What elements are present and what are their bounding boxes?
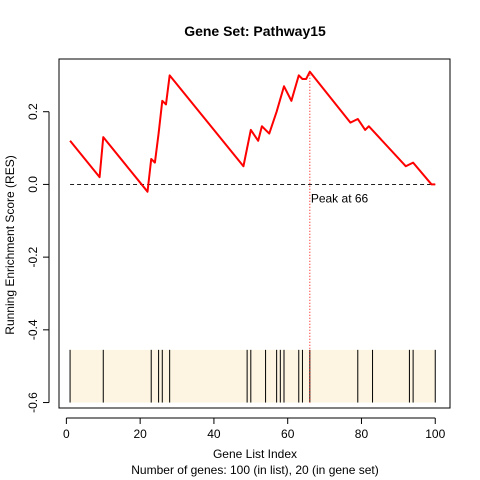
y-tick-label: 0.2 — [26, 103, 40, 120]
y-tick-label: -0.6 — [26, 392, 40, 413]
plot-area: Peak at 66 0 20 40 60 80 100 -0.6 -0.4 -0.2 0.0 0.2 — [26, 58, 451, 441]
x-tick-label: 40 — [207, 427, 221, 441]
x-tick-label: 80 — [355, 427, 369, 441]
x-tick-label: 0 — [63, 427, 70, 441]
peak-label: Peak at 66 — [311, 192, 369, 206]
x-axis-label: Gene List Index — [213, 447, 297, 461]
x-tick-label: 60 — [281, 427, 295, 441]
x-tick-label: 20 — [133, 427, 147, 441]
chart-title: Gene Set: Pathway15 — [184, 23, 326, 39]
y-axis-label: Running Enrichment Score (RES) — [3, 155, 17, 334]
x-tick-label: 100 — [425, 427, 445, 441]
y-tick-label: -0.2 — [26, 246, 40, 267]
hit-band — [70, 349, 436, 403]
y-tick-label: -0.4 — [26, 319, 40, 340]
y-tick-label: 0.0 — [26, 176, 40, 193]
plot-frame — [58, 58, 451, 409]
chart-subtitle: Number of genes: 100 (in list), 20 (in g… — [131, 463, 378, 477]
enrichment-score-line — [69, 70, 436, 193]
